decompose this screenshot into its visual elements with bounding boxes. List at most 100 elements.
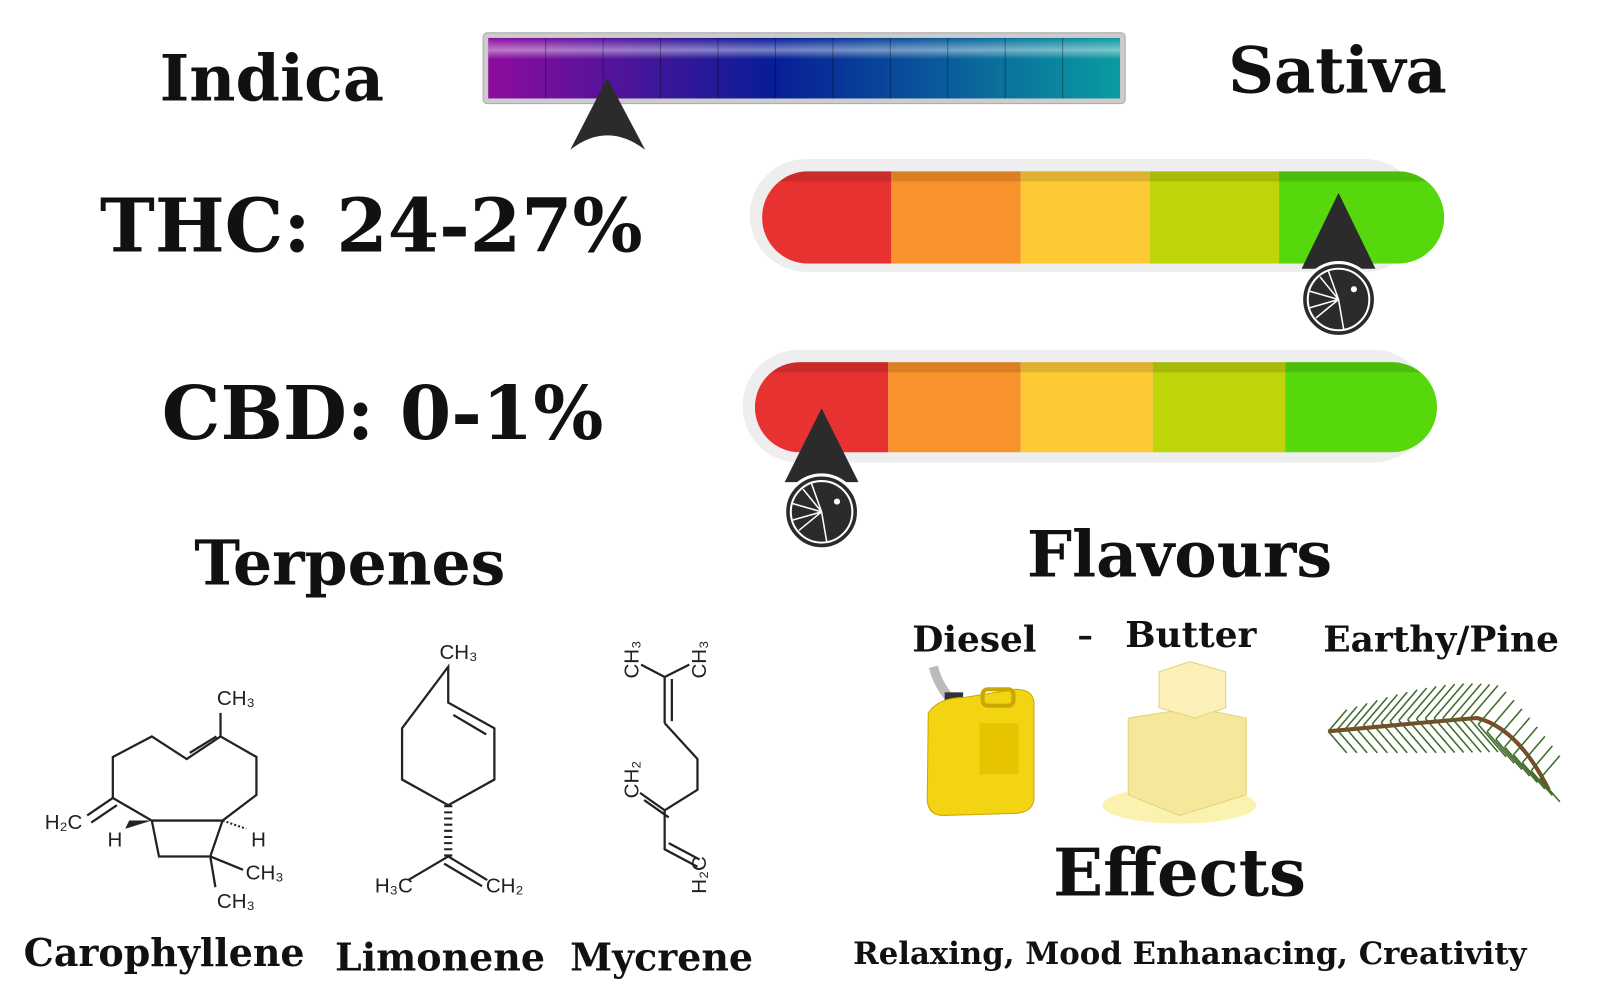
needle — [1530, 745, 1553, 772]
gauge-seg — [1149, 171, 1280, 264]
sativa-label: Sativa — [1228, 32, 1447, 107]
needle — [1495, 708, 1523, 740]
pine-image — [1327, 683, 1561, 803]
diesel-can-image — [926, 665, 1035, 816]
needle — [1424, 717, 1456, 754]
thc-label: THC: 24-27% — [100, 183, 643, 269]
needle — [1451, 717, 1482, 753]
needle — [1504, 746, 1531, 777]
atom-label: CH₂ — [486, 875, 524, 898]
needle — [1477, 691, 1507, 725]
gauge-seg — [1152, 362, 1286, 453]
needle — [1424, 683, 1456, 719]
thc-pointer — [1301, 192, 1376, 269]
wedge — [125, 820, 152, 829]
atom-label: CH₃ — [217, 890, 255, 913]
atom-label: CH₃ — [440, 641, 478, 664]
atom-label: CH₂ — [620, 761, 643, 799]
cbd-gauge — [754, 362, 1438, 453]
gauge-seg — [888, 362, 1021, 453]
needle — [1433, 683, 1465, 719]
atom-label: H₂C — [45, 811, 83, 834]
atom-label: H₃C — [375, 875, 413, 898]
needle — [1380, 691, 1408, 724]
butter-image — [1102, 661, 1257, 824]
needle — [1407, 685, 1437, 721]
effects-text: Relaxing, Mood Enhanacing, Creativity — [853, 936, 1527, 972]
bonds — [86, 712, 258, 888]
gauge-seg — [1285, 362, 1438, 453]
needle — [1460, 684, 1491, 719]
flavours-title: Flavours — [1027, 516, 1332, 591]
needle — [1345, 702, 1368, 729]
spectrum-dividers — [545, 37, 1064, 99]
limonene-structure: CH₃ H₃C CH₂ — [375, 641, 524, 898]
gauge-shade — [754, 362, 1438, 373]
spectrum-shine — [488, 37, 1121, 99]
atom-label: H — [107, 828, 122, 851]
caryophyllene-structure: CH₃ H₂C H H CH₃ CH₃ — [45, 687, 284, 913]
needle — [1442, 717, 1474, 753]
needle — [1371, 723, 1398, 754]
needle — [1362, 724, 1388, 754]
effects-title: Effects — [1053, 834, 1306, 911]
content: Indica Sativa THC: 24-27% CBD: 0-1% Terp… — [24, 32, 1561, 979]
needle — [1468, 718, 1499, 753]
gauge-seg — [891, 171, 1021, 264]
needle — [1442, 683, 1474, 719]
butter-block — [1127, 707, 1247, 816]
flavour-name: Earthy/Pine — [1323, 618, 1559, 660]
gauge-seg — [762, 171, 892, 264]
needle — [1486, 731, 1515, 764]
thc-pointer-icon — [1300, 261, 1378, 338]
hash — [222, 819, 247, 830]
needle — [1398, 687, 1428, 721]
needle — [1362, 696, 1388, 726]
needle — [1354, 699, 1378, 728]
needle — [1512, 726, 1538, 756]
terpene-name: Carophyllene — [24, 930, 305, 975]
needle — [1336, 706, 1358, 731]
bonds — [400, 663, 496, 888]
cbd-pointer — [784, 408, 859, 483]
spectrum-pointer — [570, 77, 646, 150]
atom-label: CH₃ — [217, 687, 255, 710]
needle — [1389, 689, 1418, 722]
atom-label: H₂C — [688, 856, 711, 894]
needle — [1380, 722, 1408, 754]
butter-slice — [1158, 661, 1227, 719]
needle — [1521, 762, 1546, 790]
atom-label: CH₃ — [620, 641, 643, 679]
needle — [1327, 709, 1348, 732]
needle — [1415, 718, 1447, 754]
needle — [1407, 719, 1437, 754]
gauge-seg — [1020, 171, 1150, 264]
needle — [1539, 755, 1561, 780]
needle — [1495, 738, 1523, 771]
needle — [1389, 720, 1418, 754]
branch — [1328, 715, 1551, 791]
needle — [1477, 723, 1507, 758]
bonds — [639, 663, 701, 868]
atom-label: CH₃ — [246, 861, 284, 884]
flavour-name: Diesel — [912, 618, 1036, 660]
needle — [1327, 730, 1348, 754]
needle — [1468, 685, 1499, 720]
atom-label: H — [251, 828, 266, 851]
terpenes-title: Terpenes — [194, 527, 505, 600]
cbd-pointer-icon — [783, 473, 861, 551]
myrcene-structure: CH₃ CH₃ CH₂ H₂C — [620, 641, 711, 894]
label — [979, 723, 1019, 775]
handle — [980, 687, 1016, 708]
terpene-name: Limonene — [335, 934, 545, 979]
thc-gauge — [762, 171, 1445, 264]
flavour-name: Butter — [1125, 614, 1257, 656]
needle — [1539, 778, 1561, 803]
needle — [1486, 699, 1515, 733]
indica-label: Indica — [160, 41, 384, 116]
needle — [1354, 726, 1378, 754]
needle — [1336, 729, 1358, 754]
needle — [1512, 754, 1538, 784]
needle — [1504, 717, 1531, 748]
